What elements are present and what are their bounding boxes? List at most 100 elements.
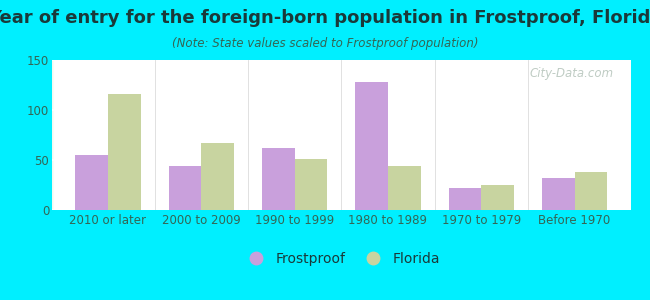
Bar: [294, 159, 327, 210]
Bar: [53, 60, 329, 210]
Bar: [52, 60, 112, 210]
Bar: [53, 60, 316, 210]
Bar: [55, 60, 528, 210]
Bar: [53, 60, 172, 210]
Bar: [54, 60, 470, 210]
Bar: [53, 60, 292, 210]
Text: Year of entry for the foreign-born population in Frostproof, Florida: Year of entry for the foreign-born popul…: [0, 9, 650, 27]
Bar: [53, 60, 269, 210]
Bar: [168, 166, 202, 210]
Bar: [52, 60, 94, 210]
Bar: [52, 60, 70, 210]
Bar: [53, 60, 303, 210]
Bar: [53, 60, 146, 210]
Text: City-Data.com: City-Data.com: [529, 68, 613, 80]
Bar: [53, 60, 222, 210]
Bar: [53, 60, 219, 210]
Bar: [53, 60, 136, 210]
Bar: [53, 60, 337, 210]
Bar: [54, 60, 389, 210]
Bar: [53, 60, 185, 210]
Bar: [54, 60, 449, 210]
Bar: [54, 60, 410, 210]
Bar: [54, 60, 509, 210]
Bar: [53, 60, 138, 210]
Bar: [54, 60, 491, 210]
Bar: [53, 60, 376, 210]
Bar: [54, 60, 462, 210]
Bar: [55, 60, 541, 210]
Bar: [55, 60, 567, 210]
Bar: [53, 60, 298, 210]
Bar: [54, 60, 402, 210]
Bar: [53, 60, 227, 210]
Bar: [53, 60, 123, 210]
Bar: [54, 60, 478, 210]
Bar: [55, 60, 575, 210]
Bar: [52, 60, 78, 210]
Bar: [54, 60, 408, 210]
Bar: [54, 60, 452, 210]
Bar: [52, 60, 114, 210]
Bar: [55, 60, 525, 210]
Bar: [53, 60, 287, 210]
Bar: [55, 60, 514, 210]
Bar: [53, 60, 373, 210]
Bar: [55, 60, 549, 210]
Bar: [54, 60, 436, 210]
Bar: [53, 60, 321, 210]
Bar: [53, 60, 334, 210]
Bar: [54, 60, 413, 210]
Bar: [55, 60, 569, 210]
Bar: [53, 60, 308, 210]
Bar: [54, 60, 400, 210]
Bar: [53, 60, 344, 210]
Bar: [53, 60, 360, 210]
Bar: [53, 60, 363, 210]
Bar: [54, 60, 496, 210]
Bar: [54, 60, 457, 210]
Bar: [53, 60, 151, 210]
Bar: [53, 60, 177, 210]
Bar: [53, 60, 120, 210]
Bar: [52, 60, 57, 210]
Bar: [55, 60, 519, 210]
Bar: [53, 60, 250, 210]
Bar: [54, 60, 421, 210]
Bar: [53, 60, 339, 210]
Bar: [356, 82, 388, 210]
Bar: [52, 60, 68, 210]
Bar: [202, 143, 234, 210]
Bar: [55, 60, 564, 210]
Bar: [53, 60, 277, 210]
Bar: [481, 185, 514, 210]
Bar: [54, 60, 460, 210]
Bar: [575, 172, 607, 210]
Bar: [54, 60, 415, 210]
Bar: [52, 60, 109, 210]
Bar: [55, 60, 559, 210]
Bar: [55, 60, 538, 210]
Bar: [53, 60, 280, 210]
Bar: [53, 60, 274, 210]
Bar: [53, 60, 253, 210]
Bar: [54, 60, 447, 210]
Bar: [53, 60, 332, 210]
Bar: [53, 60, 350, 210]
Bar: [52, 60, 104, 210]
Bar: [53, 60, 206, 210]
Bar: [54, 60, 428, 210]
Bar: [54, 60, 439, 210]
Bar: [55, 60, 546, 210]
Bar: [54, 60, 504, 210]
Bar: [54, 60, 434, 210]
Bar: [52, 60, 75, 210]
Bar: [52, 60, 65, 210]
Bar: [54, 60, 386, 210]
Bar: [53, 60, 313, 210]
Bar: [53, 60, 358, 210]
Bar: [53, 60, 352, 210]
Bar: [108, 94, 140, 210]
Bar: [542, 178, 575, 210]
Bar: [53, 60, 318, 210]
